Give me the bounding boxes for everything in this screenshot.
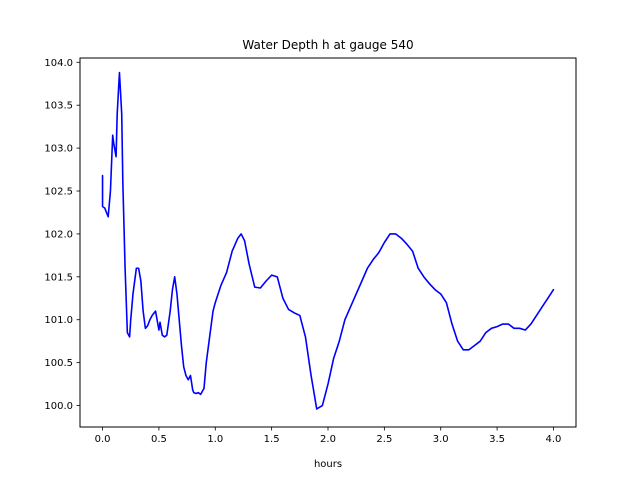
series-line-1	[101, 71, 555, 410]
y-tick-label: 102.5	[44, 187, 73, 198]
x-tick-label: 4.0	[546, 434, 562, 445]
y-tick-label: 103.5	[44, 101, 73, 112]
x-tick-label: 0.0	[95, 434, 111, 445]
y-tick-label: 101.5	[44, 272, 73, 283]
y-tick-label: 103.0	[44, 144, 73, 155]
x-tick-label: 3.0	[433, 434, 449, 445]
y-tick-label: 100.0	[44, 401, 73, 412]
x-tick-label: 2.5	[376, 434, 392, 445]
x-tick-label: 1.5	[264, 434, 280, 445]
x-tick-label: 2.0	[320, 434, 336, 445]
y-tick-label: 100.5	[44, 358, 73, 369]
series-layer	[101, 71, 555, 410]
plot-area	[79, 57, 577, 428]
plot-frame	[79, 57, 577, 428]
x-tick-label: 0.5	[151, 434, 167, 445]
x-axis-label: hours	[314, 459, 342, 470]
y-tick-label: 104.0	[44, 58, 73, 69]
x-tick-label: 3.5	[489, 434, 505, 445]
y-tick-label: 102.0	[44, 229, 73, 240]
x-axis: 0.0 0.5 1.0 1.5 2.0 2.5 3.0 3.5 4.0	[95, 427, 562, 445]
y-axis: 100.0 100.5 101.0 101.5 102.0 102.5 103.0 103.5…	[44, 58, 80, 412]
y-tick-label: 101.0	[44, 315, 73, 326]
chart-title: Water Depth h at gauge 540	[242, 38, 413, 52]
x-tick-label: 1.0	[207, 434, 223, 445]
